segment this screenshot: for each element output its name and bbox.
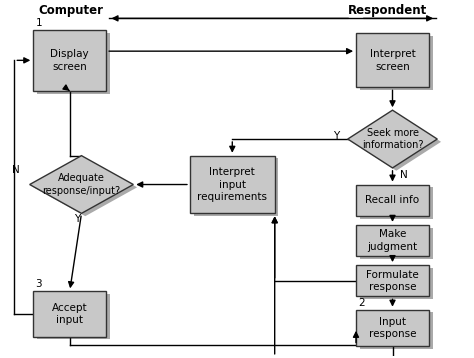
FancyBboxPatch shape xyxy=(194,159,278,216)
Text: Y: Y xyxy=(73,214,80,224)
FancyBboxPatch shape xyxy=(33,30,106,91)
FancyBboxPatch shape xyxy=(360,268,433,299)
Polygon shape xyxy=(34,159,137,216)
FancyBboxPatch shape xyxy=(37,294,110,339)
Text: Accept
input: Accept input xyxy=(52,303,88,325)
Polygon shape xyxy=(348,110,438,168)
Text: Formulate
response: Formulate response xyxy=(366,270,419,292)
Text: 2: 2 xyxy=(358,298,365,308)
Text: Interpret
input
requirements: Interpret input requirements xyxy=(197,167,267,202)
FancyBboxPatch shape xyxy=(360,36,433,90)
Polygon shape xyxy=(30,156,133,213)
Text: Make
judgment: Make judgment xyxy=(367,229,418,252)
Text: Y: Y xyxy=(333,131,339,141)
Text: 3: 3 xyxy=(36,280,42,290)
Text: Display
screen: Display screen xyxy=(50,49,89,72)
Text: Recall info: Recall info xyxy=(365,195,419,205)
FancyBboxPatch shape xyxy=(356,310,429,346)
FancyBboxPatch shape xyxy=(356,184,429,216)
FancyBboxPatch shape xyxy=(37,33,110,94)
Text: Adequate
response/input?: Adequate response/input? xyxy=(43,173,120,196)
FancyBboxPatch shape xyxy=(190,156,275,213)
Text: N: N xyxy=(12,165,20,175)
Text: Respondent: Respondent xyxy=(347,4,427,16)
Text: N: N xyxy=(400,170,407,180)
FancyBboxPatch shape xyxy=(33,291,106,337)
FancyBboxPatch shape xyxy=(356,265,429,296)
Text: Seek more
information?: Seek more information? xyxy=(362,128,423,150)
Text: Interpret
screen: Interpret screen xyxy=(370,49,415,72)
FancyBboxPatch shape xyxy=(360,187,433,219)
FancyBboxPatch shape xyxy=(356,225,429,256)
Text: Computer: Computer xyxy=(38,4,103,16)
Polygon shape xyxy=(352,113,441,171)
FancyBboxPatch shape xyxy=(356,33,429,87)
FancyBboxPatch shape xyxy=(360,228,433,259)
Text: Input
response: Input response xyxy=(369,317,416,339)
FancyBboxPatch shape xyxy=(360,313,433,349)
Text: 1: 1 xyxy=(36,18,42,28)
